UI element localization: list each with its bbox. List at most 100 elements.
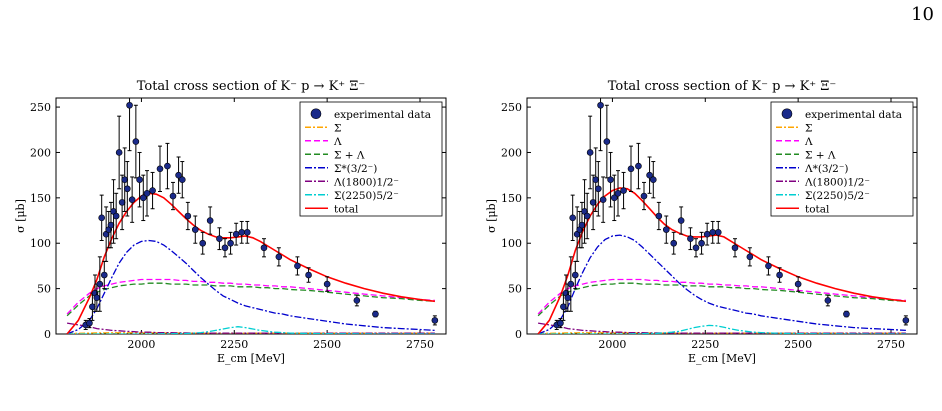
legend-item-3: Λ*(3/2⁻)	[776, 163, 848, 175]
page-number: 10	[911, 4, 934, 25]
legend-label: Σ(2250)5/2⁻	[334, 190, 399, 202]
data-point	[662, 215, 670, 244]
data-point	[586, 115, 594, 190]
data-point	[178, 161, 186, 199]
data-point	[595, 161, 602, 217]
y-tick-label: 200	[30, 146, 51, 159]
series-line-2	[537, 282, 906, 317]
data-point	[824, 294, 832, 307]
data-point	[765, 256, 772, 276]
data-point	[776, 267, 783, 283]
data-point	[843, 310, 850, 318]
x-tick-label: 2000	[127, 338, 155, 351]
data-point	[569, 194, 576, 242]
data-point	[118, 174, 126, 231]
y-tick-label: 50	[37, 283, 51, 296]
x-tick-label: 2250	[691, 338, 719, 351]
data-point	[275, 247, 283, 267]
cross-section-chart-right: Total cross section of K⁻ p → K⁺ Ξ⁻ 2000 2…	[485, 79, 918, 365]
data-point	[640, 181, 648, 211]
data-point	[607, 151, 614, 208]
series-line-3	[66, 239, 435, 334]
legend-label: Σ + Λ	[334, 149, 365, 161]
data-point	[96, 256, 104, 312]
legend-label: Σ + Λ	[805, 149, 836, 161]
x-tick-label: 2750	[406, 338, 434, 351]
data-point	[709, 220, 717, 244]
data-point	[620, 171, 627, 210]
plot-area	[537, 98, 910, 334]
x-axis-label: E_cm [MeV]	[688, 352, 756, 365]
data-point	[112, 192, 120, 240]
data-point	[431, 315, 439, 326]
data-point	[86, 318, 93, 329]
data-point	[646, 156, 653, 194]
data-point	[567, 256, 575, 312]
series-line-1	[66, 278, 435, 315]
data-point	[260, 238, 268, 258]
legend-item-experimental: experimental data	[310, 108, 431, 121]
y-tick-label: 150	[30, 192, 51, 205]
data-point	[128, 176, 136, 223]
data-point	[794, 276, 802, 292]
plot-frame	[55, 97, 447, 335]
series-line-5	[538, 324, 906, 334]
data-point	[238, 220, 246, 244]
series-line-6	[66, 192, 435, 334]
y-axis-label: σ [μb]	[14, 199, 27, 233]
data-point	[184, 201, 192, 231]
data-point	[614, 170, 622, 217]
data-point	[156, 145, 164, 192]
legend-item-3: Σ*(3/2⁻)	[305, 163, 377, 175]
chart-title: Total cross section of K⁻ p → K⁺ Ξ⁻	[137, 79, 366, 94]
chart-title: Total cross section of K⁻ p → K⁺ Ξ⁻	[608, 79, 837, 94]
y-tick-label: 100	[501, 237, 522, 250]
data-point	[635, 142, 642, 190]
y-axis-label: σ [μb]	[485, 199, 498, 233]
series-line-4	[537, 322, 906, 334]
series-line-2	[66, 282, 435, 317]
legend-label: experimental data	[805, 109, 902, 121]
series-line-1	[537, 278, 906, 315]
data-point	[206, 206, 214, 235]
legend-item-6: total	[305, 203, 359, 215]
legend-label: Λ	[333, 136, 342, 148]
data-point	[677, 206, 685, 235]
legend-label: Σ*(3/2⁻)	[334, 163, 377, 175]
legend-label: Λ(1800)1/2⁻	[333, 176, 399, 188]
x-tick-label: 2000	[598, 338, 626, 351]
data-point	[139, 174, 147, 222]
cross-section-chart-left: Total cross section of K⁻ p → K⁺ Ξ⁻2000 2…	[14, 79, 447, 365]
data-point	[372, 310, 379, 318]
legend-item-4: Λ(1800)1/2⁻	[776, 176, 870, 188]
legend-label: total	[805, 203, 830, 215]
data-point	[199, 231, 207, 255]
data-point	[627, 145, 635, 192]
legend-item-experimental: experimental data	[781, 108, 902, 121]
legend-item-6: total	[776, 203, 830, 215]
y-tick-label: 0	[44, 328, 51, 341]
data-point	[589, 174, 597, 231]
legend-item-0: Σ	[776, 122, 812, 134]
data-point	[164, 142, 171, 190]
data-point	[227, 231, 234, 255]
data-point	[670, 231, 678, 255]
legend-label: Σ	[805, 122, 812, 134]
series-line-5	[67, 326, 435, 334]
legend-label: Λ*(3/2⁻)	[804, 163, 848, 175]
x-tick-label: 2750	[877, 338, 905, 351]
legend-label: Λ(1800)1/2⁻	[804, 176, 870, 188]
legend-item-1: Λ	[305, 136, 342, 148]
data-point	[149, 171, 156, 210]
data-point	[655, 201, 663, 231]
data-point	[115, 115, 123, 190]
data-point	[902, 315, 910, 326]
series-line-3	[537, 234, 906, 334]
data-point	[132, 104, 140, 179]
data-point	[305, 267, 312, 283]
data-point	[557, 318, 564, 329]
x-tick-label: 2500	[313, 338, 341, 351]
data-point	[746, 247, 754, 267]
x-tick-label: 2500	[784, 338, 812, 351]
y-tick-label: 250	[30, 101, 51, 114]
